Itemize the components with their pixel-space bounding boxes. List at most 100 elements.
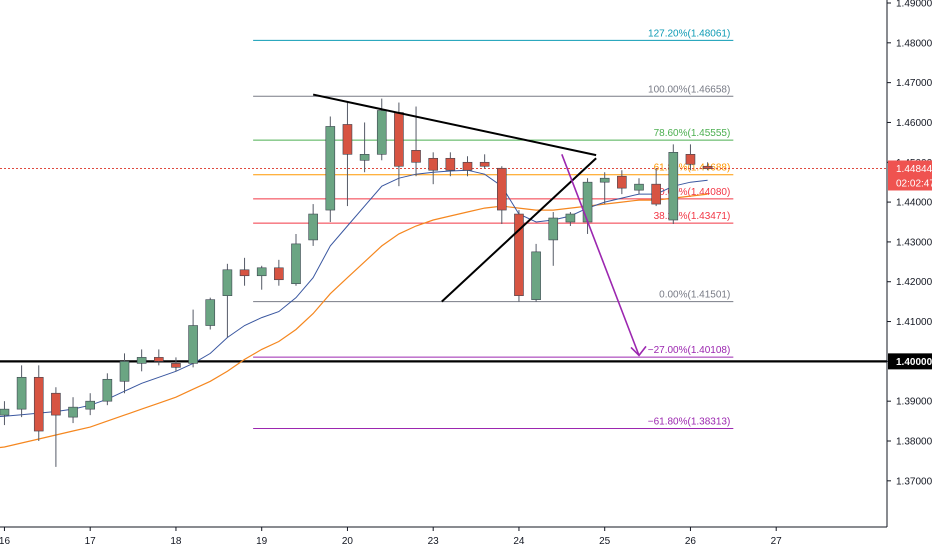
time-tick-label: 27 xyxy=(771,536,783,547)
candle[interactable] xyxy=(702,162,713,171)
fib-level-label: 127.20%(1.48061) xyxy=(648,28,730,39)
candle-body xyxy=(582,181,593,223)
candle[interactable] xyxy=(68,397,78,424)
candle[interactable] xyxy=(325,116,336,222)
time-tick-label: 25 xyxy=(599,536,611,547)
time-axis[interactable]: 16 17 18 19 20 23 24 25 26 27 xyxy=(0,526,887,547)
fib-level-label: 50.00%(1.44080) xyxy=(654,187,731,198)
price-tick-label: 1.37000 xyxy=(896,476,932,487)
candle-body xyxy=(479,161,490,167)
candle[interactable] xyxy=(668,144,679,224)
candle[interactable] xyxy=(359,122,370,173)
candle[interactable] xyxy=(239,257,250,286)
candle-body xyxy=(428,157,439,171)
candle[interactable] xyxy=(342,102,353,207)
time-tick-label: 24 xyxy=(513,536,525,547)
candle-body xyxy=(136,357,147,364)
candle-body xyxy=(308,213,318,241)
candle-body xyxy=(222,269,233,296)
candle[interactable] xyxy=(171,357,181,372)
candle[interactable] xyxy=(411,106,421,177)
lower-triangle-line[interactable] xyxy=(441,157,597,303)
candle-body xyxy=(0,408,10,416)
candle-body xyxy=(85,400,95,410)
projection-arrow-head xyxy=(630,345,647,357)
current-price-tag xyxy=(888,160,932,191)
fib-level-label: 78.60%(1.45555) xyxy=(654,128,731,139)
projection-arrow[interactable] xyxy=(561,154,640,356)
candle-body xyxy=(119,361,130,382)
candle-body xyxy=(651,183,661,205)
candle-body xyxy=(496,167,507,211)
candle-body xyxy=(342,124,353,155)
candle[interactable] xyxy=(188,309,198,368)
candle-body xyxy=(325,126,336,211)
candle[interactable] xyxy=(136,349,147,372)
candle-body xyxy=(51,392,61,416)
candle[interactable] xyxy=(531,243,541,302)
candle-body xyxy=(445,157,456,171)
candle-body xyxy=(548,217,559,241)
candle-body xyxy=(188,325,198,364)
candle[interactable] xyxy=(496,166,507,224)
candle[interactable] xyxy=(651,168,661,207)
candle[interactable] xyxy=(685,144,696,171)
time-tick-label: 20 xyxy=(342,536,354,547)
candle[interactable] xyxy=(428,152,439,185)
candle[interactable] xyxy=(33,365,44,441)
candle[interactable] xyxy=(102,373,113,406)
candle-body xyxy=(291,243,301,285)
candle[interactable] xyxy=(154,349,164,366)
candle[interactable] xyxy=(85,393,95,416)
candle-body xyxy=(102,378,113,402)
candle[interactable] xyxy=(291,233,301,286)
candle[interactable] xyxy=(479,154,490,169)
price-tick-label: 1.46000 xyxy=(896,118,932,129)
time-tick-label: 16 xyxy=(0,536,10,547)
candle-body xyxy=(702,165,713,169)
candle-body xyxy=(359,154,370,161)
candle-body xyxy=(33,376,44,432)
fib-level-label: −27.00%(1.40108) xyxy=(648,345,731,356)
candle-body xyxy=(256,267,267,277)
price-tick-label: 1.47000 xyxy=(896,78,932,89)
candle[interactable] xyxy=(548,212,559,266)
candle[interactable] xyxy=(617,170,627,195)
candle[interactable] xyxy=(256,265,267,290)
candle[interactable] xyxy=(514,210,524,302)
fib-level-label: 0.00%(1.41501) xyxy=(659,290,730,301)
candle[interactable] xyxy=(0,401,10,426)
time-tick-label: 26 xyxy=(685,536,697,547)
fib-level-label: 38.20%(1.43471) xyxy=(654,211,731,222)
price-tick-label: 1.43000 xyxy=(896,237,932,248)
candle[interactable] xyxy=(462,156,473,177)
candle[interactable] xyxy=(445,152,456,177)
candle-body xyxy=(16,376,27,410)
candle[interactable] xyxy=(16,365,27,418)
candle-body xyxy=(171,363,181,368)
candle[interactable] xyxy=(51,387,61,467)
candles xyxy=(0,98,713,467)
candle-body xyxy=(565,213,576,223)
candle[interactable] xyxy=(565,212,576,226)
upper-triangle-line[interactable] xyxy=(312,93,597,157)
candle[interactable] xyxy=(634,178,644,195)
candle[interactable] xyxy=(119,353,130,394)
candle-body xyxy=(617,175,627,189)
price-axis[interactable]: 1.37000 1.38000 1.39000 1.40000 1.41000 1.420… xyxy=(886,0,932,550)
candle[interactable] xyxy=(308,204,318,246)
candle[interactable] xyxy=(274,259,284,286)
candle[interactable] xyxy=(205,297,216,330)
candle-body xyxy=(205,299,216,326)
candle[interactable] xyxy=(222,263,233,338)
price-tick-label: 1.41000 xyxy=(896,317,932,328)
candle-body xyxy=(68,406,78,418)
candle-body xyxy=(599,177,610,183)
time-tick-label: 23 xyxy=(428,536,440,547)
candle[interactable] xyxy=(599,172,610,205)
candle-body xyxy=(376,110,387,155)
candle-body xyxy=(239,269,250,277)
candle-body xyxy=(668,152,679,221)
